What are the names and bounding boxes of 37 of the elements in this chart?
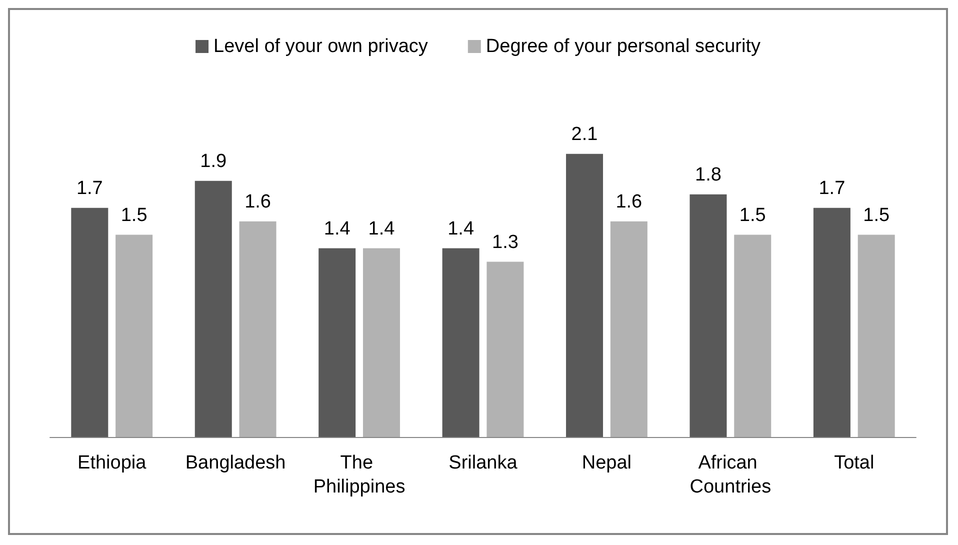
x-tick-label: Ethiopia [78,452,147,474]
data-label: 1.8 [695,164,722,186]
x-tick-label: The Philippines [313,452,406,498]
bar [486,262,524,437]
legend-label: Degree of your personal security [486,36,761,57]
bar [734,234,772,437]
data-label: 1.5 [120,204,148,226]
bar [610,221,648,437]
bar [690,194,727,437]
bar [858,234,895,437]
data-label: 1.4 [448,218,474,240]
bar [239,221,276,437]
data-label: 1.6 [244,191,271,212]
data-label: 1.3 [492,232,518,253]
bar [116,234,153,437]
x-tick-label: African Countries [690,452,772,498]
x-tick-label: Total [834,452,874,474]
data-label: 1.7 [76,178,103,199]
bar [566,154,604,437]
bar [194,180,232,437]
x-tick-label: Bangladesh [185,452,286,474]
data-label: 1.4 [324,218,351,240]
data-label: 1.6 [616,191,642,212]
bar [71,208,108,437]
data-label: 1.9 [200,150,227,172]
data-label: 1.7 [818,178,846,199]
bar [813,208,850,437]
bar [442,248,480,437]
bar [362,248,400,437]
legend-label: Level of your own privacy [214,36,428,57]
data-label: 2.1 [571,124,598,145]
x-tick-label: Srilanka [448,452,518,474]
data-label: 1.4 [368,218,396,240]
x-tick-label: Nepal [582,452,632,474]
bar [318,248,356,437]
data-label: 1.5 [739,204,766,226]
data-label: 1.5 [863,204,890,226]
